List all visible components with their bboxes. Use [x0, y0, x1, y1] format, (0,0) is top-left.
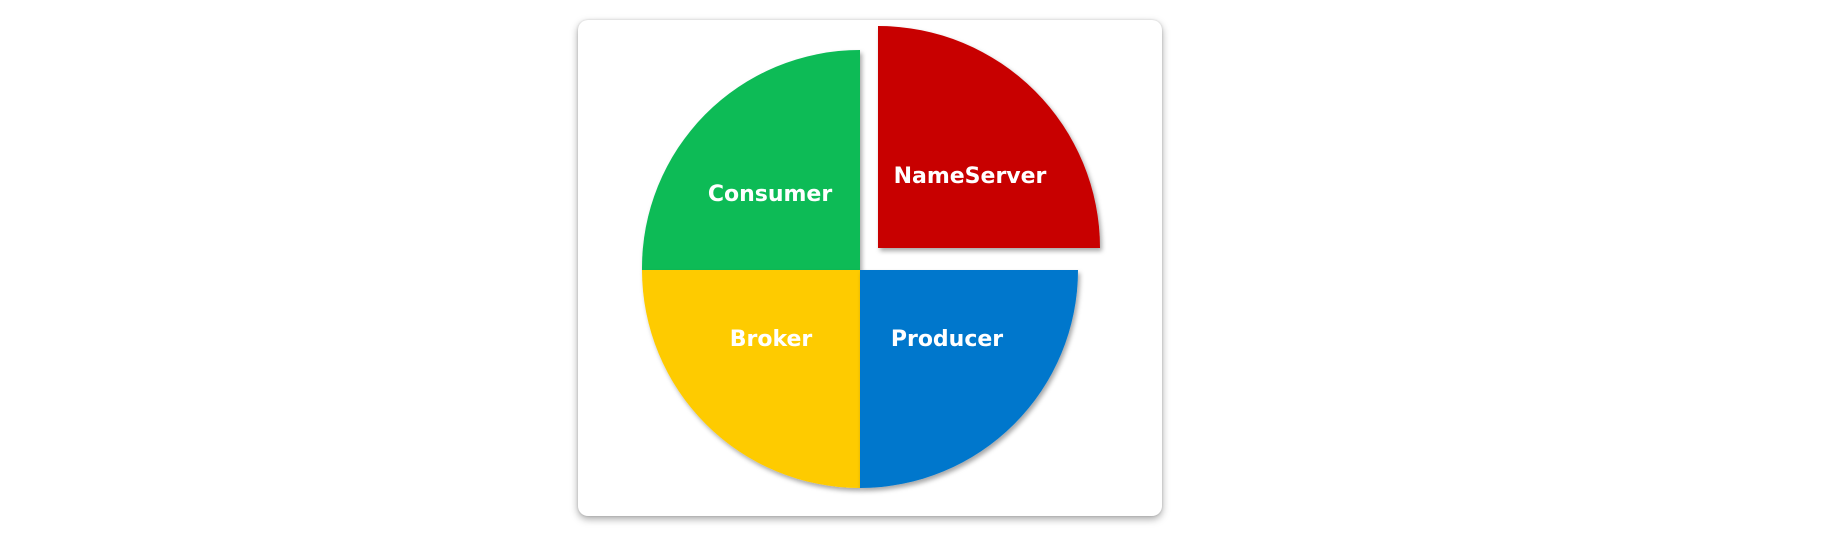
nameserver-segment — [878, 26, 1100, 248]
producer-label: Producer — [891, 327, 1003, 352]
broker-segment — [642, 270, 860, 488]
pie-diagram: Consumer NameServer Broker Producer — [641, 26, 1100, 488]
diagram-card: Consumer NameServer Broker Producer — [578, 20, 1162, 516]
producer-segment — [860, 270, 1078, 488]
broker-label: Broker — [730, 327, 813, 352]
consumer-label: Consumer — [708, 182, 833, 207]
consumer-segment — [641, 50, 860, 270]
nameserver-label: NameServer — [894, 164, 1047, 189]
